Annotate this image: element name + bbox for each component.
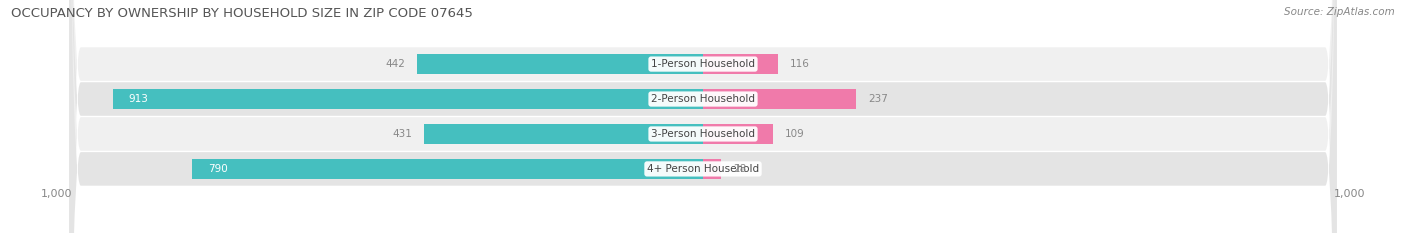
Text: 2-Person Household: 2-Person Household <box>651 94 755 104</box>
Text: 116: 116 <box>790 59 810 69</box>
Bar <box>703 89 856 109</box>
Text: 109: 109 <box>785 129 804 139</box>
Bar <box>703 159 721 179</box>
Text: 237: 237 <box>868 94 887 104</box>
FancyBboxPatch shape <box>69 0 1337 233</box>
Text: 431: 431 <box>392 129 412 139</box>
Bar <box>703 54 778 74</box>
Text: Source: ZipAtlas.com: Source: ZipAtlas.com <box>1284 7 1395 17</box>
Bar <box>112 89 703 109</box>
Text: 442: 442 <box>385 59 405 69</box>
Text: 790: 790 <box>208 164 228 174</box>
FancyBboxPatch shape <box>69 0 1337 233</box>
FancyBboxPatch shape <box>69 0 1337 233</box>
Text: 4+ Person Household: 4+ Person Household <box>647 164 759 174</box>
Text: 913: 913 <box>129 94 149 104</box>
Text: OCCUPANCY BY OWNERSHIP BY HOUSEHOLD SIZE IN ZIP CODE 07645: OCCUPANCY BY OWNERSHIP BY HOUSEHOLD SIZE… <box>11 7 474 20</box>
Bar <box>193 159 703 179</box>
Text: 3-Person Household: 3-Person Household <box>651 129 755 139</box>
FancyBboxPatch shape <box>69 0 1337 233</box>
Bar <box>418 54 703 74</box>
Text: 28: 28 <box>733 164 747 174</box>
Bar <box>425 124 703 144</box>
Text: 1-Person Household: 1-Person Household <box>651 59 755 69</box>
Bar <box>703 124 773 144</box>
